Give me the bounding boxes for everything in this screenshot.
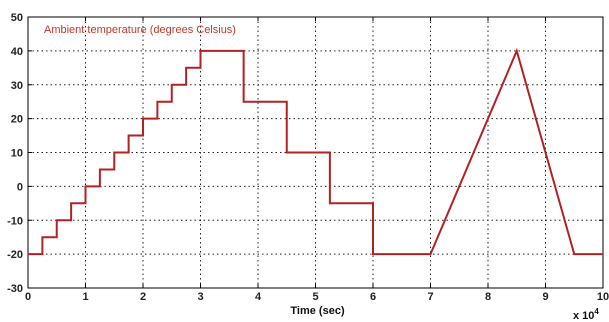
x-tick-label: 8 bbox=[485, 291, 491, 303]
series-line-ambient-temperature bbox=[28, 47, 603, 256]
x-tick-label: 7 bbox=[427, 291, 433, 303]
x-tick-label: 0 bbox=[25, 291, 31, 303]
x-axis-label: Time (sec) bbox=[290, 305, 345, 317]
y-tick-label: -20 bbox=[7, 249, 23, 261]
x-tick-label: 2 bbox=[140, 291, 146, 303]
x-tick-label: 1 bbox=[82, 291, 88, 303]
y-tick-label: 40 bbox=[11, 46, 23, 58]
x-tick-label: 6 bbox=[370, 291, 376, 303]
y-tick-label: 50 bbox=[11, 12, 23, 24]
y-tick-label: -10 bbox=[7, 215, 23, 227]
x-axis-multiplier: x 104 bbox=[573, 307, 599, 322]
x-tick-label: 10 bbox=[597, 291, 609, 303]
y-tick-label: -30 bbox=[7, 283, 23, 295]
y-tick-label: 20 bbox=[11, 114, 23, 126]
y-tick-label: 10 bbox=[11, 148, 23, 160]
y-tick-label: 30 bbox=[11, 80, 23, 92]
x-tick-label: 9 bbox=[542, 291, 548, 303]
x-tick-label: 3 bbox=[197, 291, 203, 303]
y-tick-label: 0 bbox=[17, 181, 23, 193]
tick-labels: 0 1 2 3 4 5 6 7 8 9 10 -30 -20 -10 0 10 20 30 40 50 bbox=[7, 12, 609, 303]
x-tick-label: 5 bbox=[312, 291, 318, 303]
x-axis-multiplier-base: x 10 bbox=[573, 310, 594, 322]
legend-entry-ambient-temperature: Ambient temperature (degrees Celsius) bbox=[44, 24, 236, 36]
x-tick-label: 4 bbox=[255, 291, 262, 303]
x-axis-multiplier-exponent: 4 bbox=[594, 307, 599, 316]
